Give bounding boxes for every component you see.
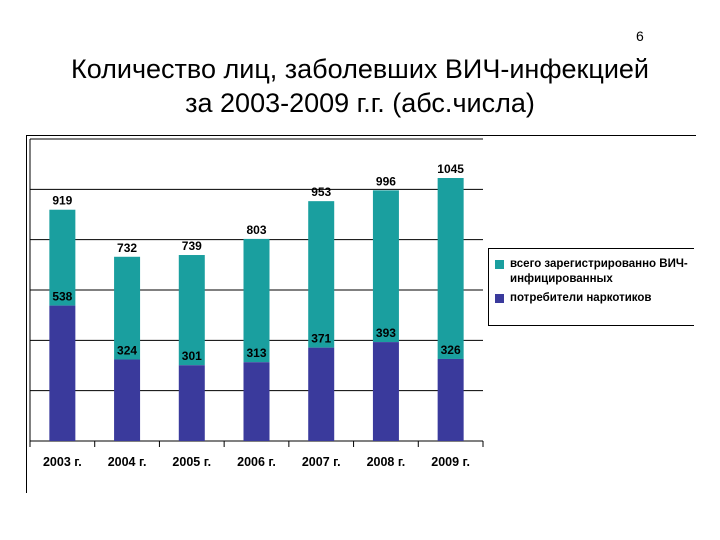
x-tick-label: 2005 г.	[172, 455, 211, 469]
chart-frame	[26, 135, 696, 493]
data-label-total: 953	[311, 185, 331, 199]
x-tick-label: 2008 г.	[367, 455, 406, 469]
x-tick-label: 2009 г.	[431, 455, 470, 469]
data-label-drug-users: 393	[376, 326, 396, 340]
bar-drug-users	[437, 358, 464, 441]
bar-total	[243, 238, 270, 363]
x-tick-label: 2003 г.	[43, 455, 82, 469]
bar-drug-users	[114, 359, 141, 441]
legend-item-drug-users: потребители наркотиков	[495, 291, 694, 306]
x-tick-label: 2006 г.	[237, 455, 276, 469]
data-label-drug-users: 324	[117, 343, 137, 357]
bar-total	[49, 209, 76, 306]
page-number: 6	[636, 28, 644, 44]
bar-total	[437, 178, 464, 359]
bar-drug-users	[372, 342, 399, 441]
data-label-drug-users: 301	[182, 349, 202, 363]
legend-swatch-total	[495, 260, 504, 269]
bar-total	[372, 190, 399, 343]
title-line-2: за 2003-2009 г.г. (абс.числа)	[185, 88, 535, 118]
bar-total	[114, 256, 141, 360]
title-line-1: Количество лиц, заболевших ВИЧ-инфекцией	[70, 54, 650, 84]
data-label-total: 732	[117, 241, 137, 255]
legend-swatch-drug-users	[495, 294, 504, 303]
legend-label-drug-users: потребители наркотиков	[510, 292, 652, 304]
chart-legend: всего зарегистрированно ВИЧ-инфицированн…	[488, 248, 694, 326]
bar-drug-users	[49, 305, 76, 441]
x-tick-label: 2004 г.	[108, 455, 147, 469]
data-label-total: 803	[246, 223, 266, 237]
data-label-drug-users: 371	[311, 332, 331, 346]
bar-drug-users	[308, 347, 335, 441]
slide-title: Количество лиц, заболевших ВИЧ-инфекцией…	[0, 52, 720, 120]
bar-drug-users	[178, 365, 205, 441]
bar-total	[308, 201, 335, 348]
x-tick-label: 2007 г.	[302, 455, 341, 469]
data-label-total: 739	[182, 239, 202, 253]
bar-drug-users	[243, 362, 270, 441]
data-label-drug-users: 538	[52, 290, 72, 304]
legend-label-total: всего зарегистрированно ВИЧ-инфицированн…	[510, 258, 688, 285]
data-label-total: 919	[52, 194, 72, 208]
bar-total	[178, 255, 205, 366]
data-label-drug-users: 313	[246, 346, 266, 360]
data-label-total: 1045	[437, 162, 464, 176]
legend-item-total: всего зарегистрированно ВИЧ-инфицированн…	[495, 257, 694, 287]
data-label-total: 996	[376, 174, 396, 188]
data-label-drug-users: 326	[441, 343, 461, 357]
